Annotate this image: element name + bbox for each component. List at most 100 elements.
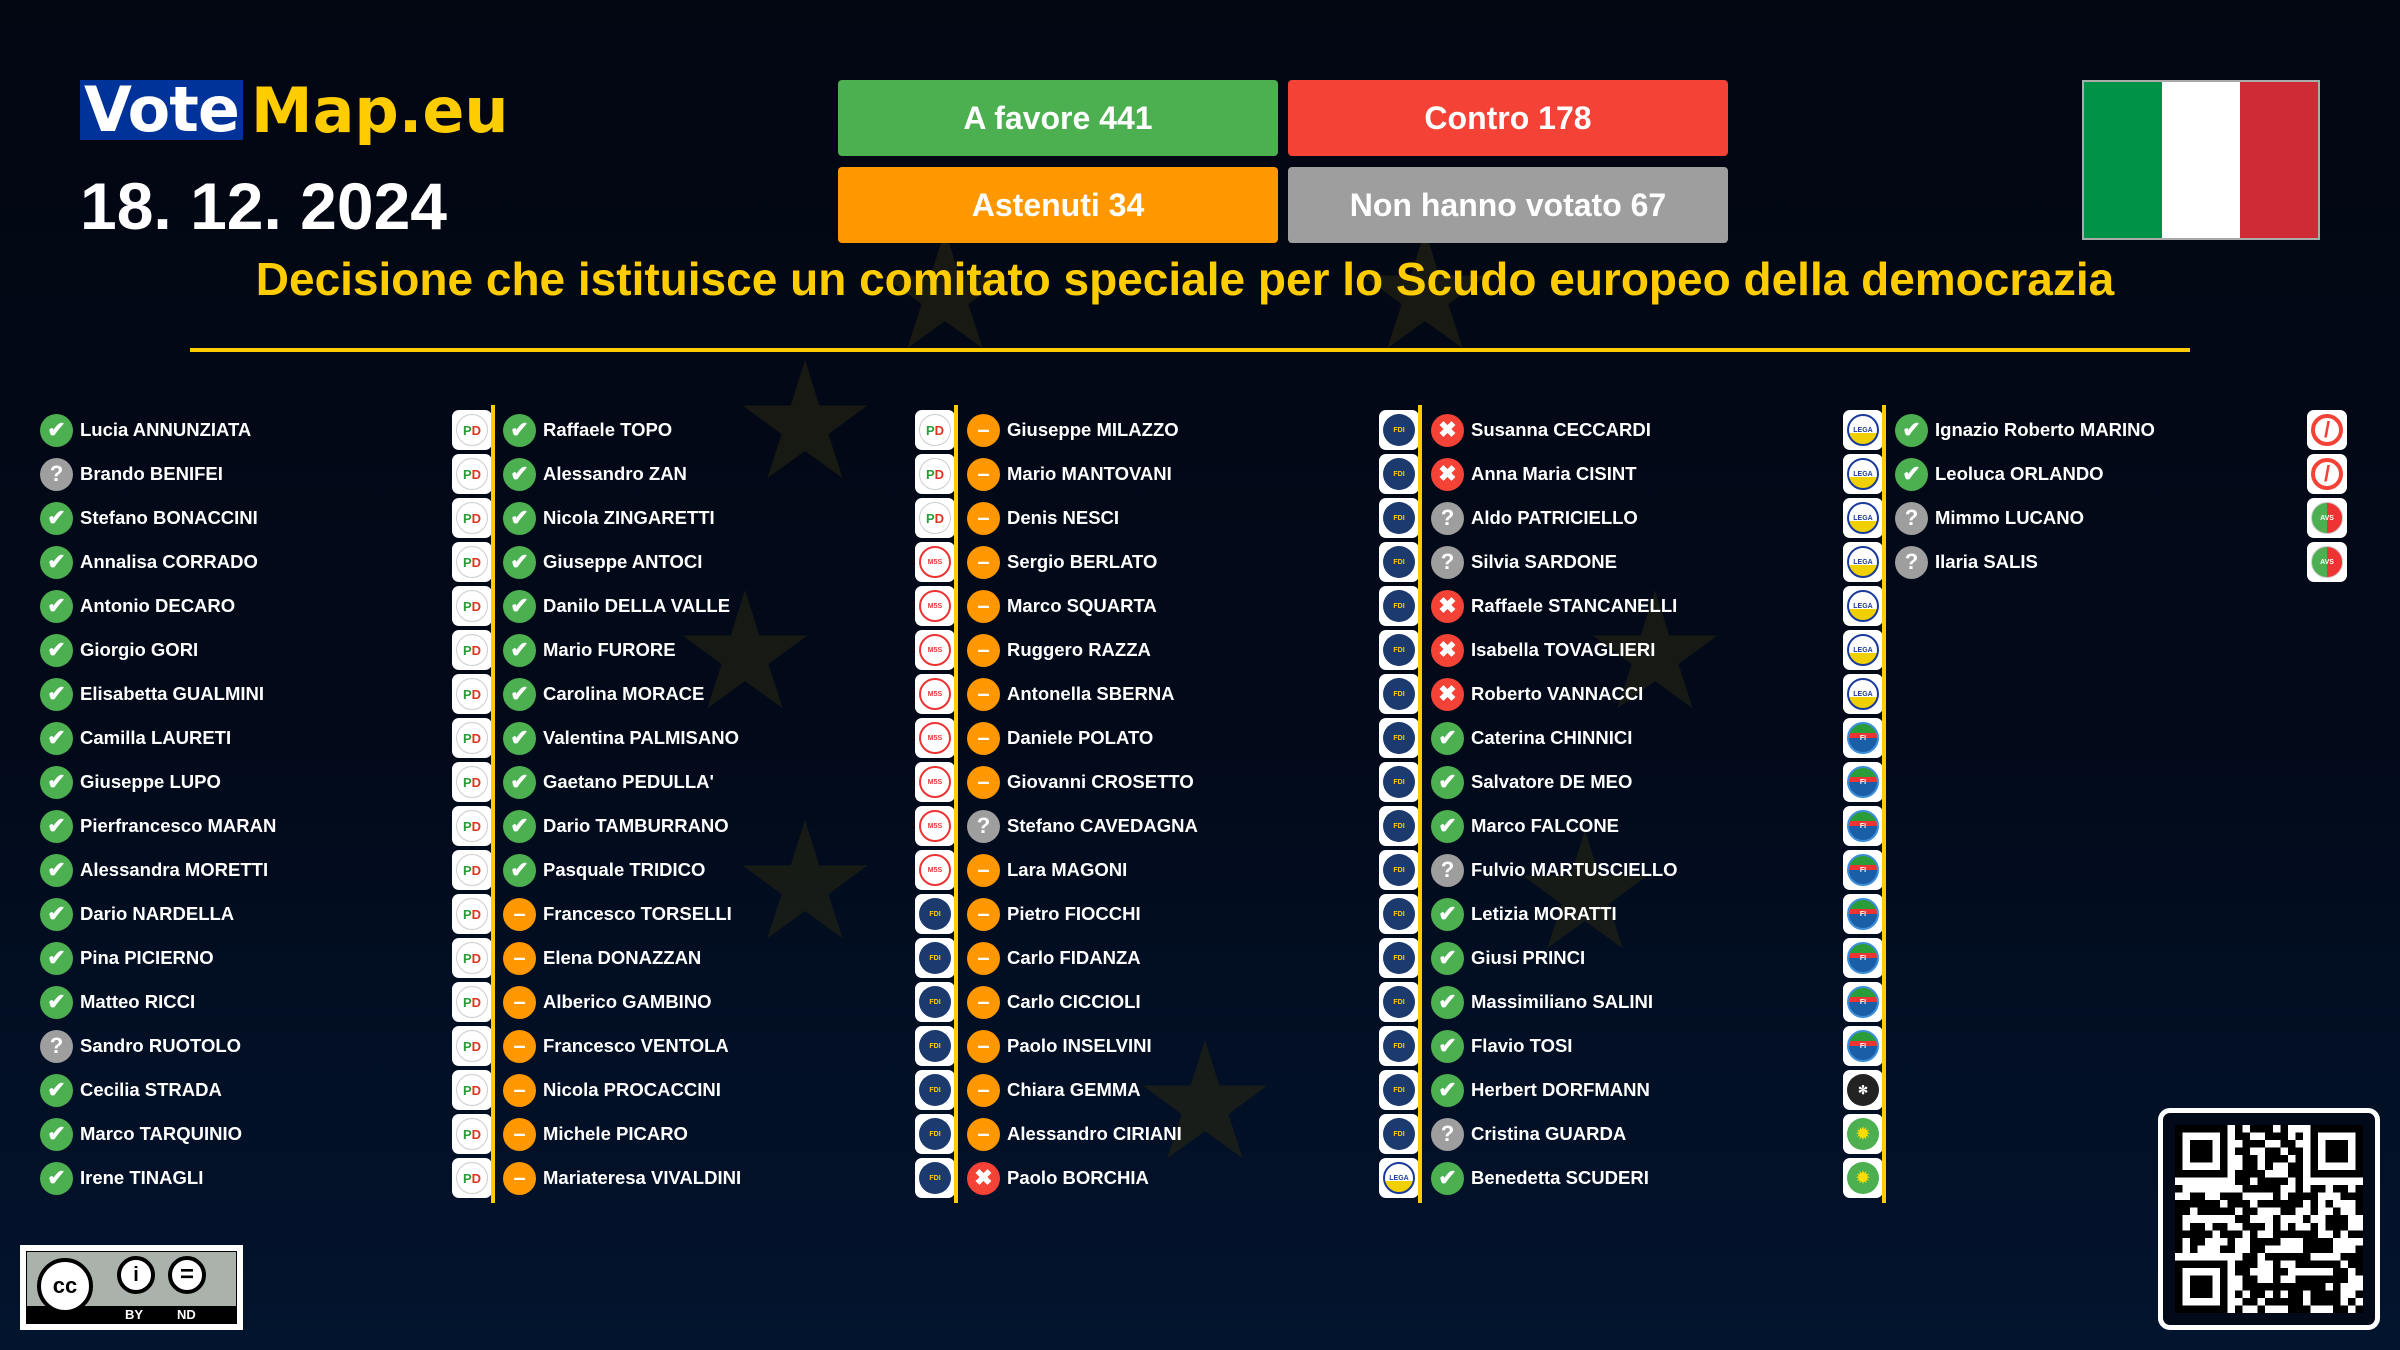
fi-logo-icon: FI: [1843, 850, 1883, 890]
minus-icon: –: [967, 501, 1000, 535]
mep-row[interactable]: ✖ Raffaele STANCANELLI LEGA: [1431, 584, 1883, 628]
qr-code[interactable]: [2158, 1108, 2380, 1330]
mep-row[interactable]: – Francesco TORSELLI FDI: [503, 892, 955, 936]
mep-row[interactable]: ✔ Herbert DORFMANN ✻: [1431, 1068, 1883, 1112]
mep-row[interactable]: – Francesco VENTOLA FDI: [503, 1024, 955, 1068]
check-icon: ✔: [1431, 897, 1464, 931]
mep-row[interactable]: ? Ilaria SALIS AVS: [1895, 540, 2347, 584]
mep-row[interactable]: – Mario MANTOVANI FDI: [967, 452, 1419, 496]
mep-row[interactable]: – Giuseppe MILAZZO FDI: [967, 408, 1419, 452]
mep-row[interactable]: – Paolo INSELVINI FDI: [967, 1024, 1419, 1068]
mep-row[interactable]: ✔ Caterina CHINNICI FI: [1431, 716, 1883, 760]
cc-by-nd-license-badge[interactable]: cc i = BY ND: [20, 1245, 243, 1330]
mep-row[interactable]: ? Mimmo LUCANO AVS: [1895, 496, 2347, 540]
mep-row[interactable]: – Lara MAGONI FDI: [967, 848, 1419, 892]
mep-row[interactable]: ✔ Mario FURORE M5S: [503, 628, 955, 672]
mep-row[interactable]: – Alberico GAMBINO FDI: [503, 980, 955, 1024]
minus-icon: –: [967, 1029, 1000, 1063]
mep-row[interactable]: ✖ Anna Maria CISINT LEGA: [1431, 452, 1883, 496]
mep-row[interactable]: – Mariateresa VIVALDINI FDI: [503, 1156, 955, 1200]
mep-row[interactable]: ? Silvia SARDONE LEGA: [1431, 540, 1883, 584]
mep-row[interactable]: – Michele PICARO FDI: [503, 1112, 955, 1156]
check-icon: ✔: [1431, 765, 1464, 799]
mep-name: Giusi PRINCI: [1471, 947, 1586, 968]
mep-row[interactable]: ✖ Isabella TOVAGLIERI LEGA: [1431, 628, 1883, 672]
mep-row[interactable]: ✔ Dario TAMBURRANO M5S: [503, 804, 955, 848]
mep-row[interactable]: ✖ Paolo BORCHIA LEGA: [967, 1156, 1419, 1200]
mep-row[interactable]: – Marco SQUARTA FDI: [967, 584, 1419, 628]
mep-row[interactable]: ✖ Susanna CECCARDI LEGA: [1431, 408, 1883, 452]
check-icon: ✔: [40, 677, 73, 711]
mep-row[interactable]: ✔ Benedetta SCUDERI ✹: [1431, 1156, 1883, 1200]
mep-row[interactable]: – Elena DONAZZAN FDI: [503, 936, 955, 980]
mep-row[interactable]: – Giovanni CROSETTO FDI: [967, 760, 1419, 804]
mep-row[interactable]: ✔ Danilo DELLA VALLE M5S: [503, 584, 955, 628]
mep-row[interactable]: – Pietro FIOCCHI FDI: [967, 892, 1419, 936]
mep-row[interactable]: ✖ Roberto VANNACCI LEGA: [1431, 672, 1883, 716]
mep-row[interactable]: ✔ Massimiliano SALINI FI: [1431, 980, 1883, 1024]
mep-row[interactable]: – Carlo FIDANZA FDI: [967, 936, 1419, 980]
mep-row[interactable]: ? Fulvio MARTUSCIELLO FI: [1431, 848, 1883, 892]
mep-row[interactable]: – Carlo CICCIOLI FDI: [967, 980, 1419, 1024]
mep-name: Silvia SARDONE: [1471, 551, 1617, 572]
mep-row[interactable]: ✔ Gaetano PEDULLA' M5S: [503, 760, 955, 804]
votemap-logo[interactable]: Vote Map.eu: [80, 74, 509, 147]
check-icon: ✔: [1431, 1073, 1464, 1107]
mep-row[interactable]: – Antonella SBERNA FDI: [967, 672, 1419, 716]
mep-row[interactable]: ✔ Letizia MORATTI FI: [1431, 892, 1883, 936]
mep-row[interactable]: ✔ Valentina PALMISANO M5S: [503, 716, 955, 760]
mep-row[interactable]: ? Cristina GUARDA ✹: [1431, 1112, 1883, 1156]
mep-row[interactable]: – Daniele POLATO FDI: [967, 716, 1419, 760]
mep-row[interactable]: – Alessandro CIRIANI FDI: [967, 1112, 1419, 1156]
fi-logo-icon: FI: [1843, 1026, 1883, 1066]
mep-row[interactable]: ? Aldo PATRICIELLO LEGA: [1431, 496, 1883, 540]
mep-row[interactable]: ✔ Carolina MORACE M5S: [503, 672, 955, 716]
mep-name: Ignazio Roberto MARINO: [1935, 419, 2155, 440]
avs-logo-icon: AVS: [2307, 498, 2347, 538]
fdi-logo-icon: FDI: [1379, 1114, 1419, 1154]
mep-row[interactable]: – Chiara GEMMA FDI: [967, 1068, 1419, 1112]
mep-row[interactable]: ✔ Ignazio Roberto MARINO /: [1895, 408, 2347, 452]
favor-tally: A favore 441: [838, 80, 1278, 156]
mep-row[interactable]: ✔ Marco FALCONE FI: [1431, 804, 1883, 848]
mep-row[interactable]: ✔ Flavio TOSI FI: [1431, 1024, 1883, 1068]
mep-name: Letizia MORATTI: [1471, 903, 1617, 924]
mep-row[interactable]: ✔ Pasquale TRIDICO M5S: [503, 848, 955, 892]
mep-row[interactable]: – Denis NESCI FDI: [967, 496, 1419, 540]
mep-row[interactable]: – Sergio BERLATO FDI: [967, 540, 1419, 584]
mep-row[interactable]: – Ruggero RAZZA FDI: [967, 628, 1419, 672]
mep-row[interactable]: ✔ Leoluca ORLANDO /: [1895, 452, 2347, 496]
mep-row[interactable]: ✔ Giuseppe ANTOCI M5S: [503, 540, 955, 584]
lega-logo-icon: LEGA: [1379, 1158, 1419, 1198]
mep-row[interactable]: – Nicola PROCACCINI FDI: [503, 1068, 955, 1112]
mep-row[interactable]: ? Stefano CAVEDAGNA FDI: [967, 804, 1419, 848]
mep-row[interactable]: ✔ Salvatore DE MEO FI: [1431, 760, 1883, 804]
mep-row[interactable]: ✔ Giusi PRINCI FI: [1431, 936, 1883, 980]
